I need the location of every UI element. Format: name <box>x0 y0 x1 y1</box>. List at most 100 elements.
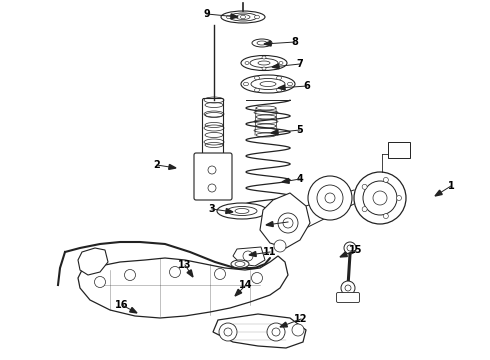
Polygon shape <box>187 270 193 277</box>
Ellipse shape <box>236 14 250 19</box>
Polygon shape <box>435 190 442 196</box>
Polygon shape <box>282 179 289 183</box>
Text: 7: 7 <box>296 59 303 69</box>
Ellipse shape <box>254 76 260 80</box>
Text: 14: 14 <box>239 280 253 290</box>
Circle shape <box>363 181 397 215</box>
Circle shape <box>208 166 216 174</box>
FancyBboxPatch shape <box>337 292 360 302</box>
Text: 16: 16 <box>115 300 129 310</box>
Ellipse shape <box>217 203 267 219</box>
Ellipse shape <box>279 62 283 64</box>
Circle shape <box>208 184 216 192</box>
Circle shape <box>347 245 353 251</box>
Ellipse shape <box>254 15 260 19</box>
Polygon shape <box>260 193 310 248</box>
Circle shape <box>124 270 136 280</box>
Ellipse shape <box>226 15 231 19</box>
Text: 3: 3 <box>209 204 216 214</box>
Circle shape <box>219 323 237 341</box>
Polygon shape <box>169 165 176 169</box>
Text: 4: 4 <box>296 174 303 184</box>
Circle shape <box>251 273 263 284</box>
Ellipse shape <box>244 82 248 86</box>
Ellipse shape <box>251 78 285 90</box>
Circle shape <box>344 242 356 254</box>
Circle shape <box>354 172 406 224</box>
Circle shape <box>283 218 293 228</box>
Text: 1: 1 <box>448 181 454 191</box>
Polygon shape <box>78 248 108 275</box>
Circle shape <box>95 276 105 288</box>
Ellipse shape <box>245 62 249 64</box>
Ellipse shape <box>254 120 278 123</box>
Circle shape <box>345 285 351 291</box>
Circle shape <box>396 195 401 201</box>
Ellipse shape <box>288 82 293 86</box>
FancyBboxPatch shape <box>202 99 223 157</box>
Text: 11: 11 <box>263 247 277 257</box>
Ellipse shape <box>231 260 249 268</box>
Circle shape <box>325 193 335 203</box>
Circle shape <box>243 251 253 261</box>
Circle shape <box>341 281 355 295</box>
Polygon shape <box>231 14 238 19</box>
Circle shape <box>278 213 298 233</box>
Text: 12: 12 <box>294 314 308 324</box>
Circle shape <box>170 266 180 278</box>
Ellipse shape <box>258 61 270 65</box>
Ellipse shape <box>257 41 267 45</box>
Polygon shape <box>340 252 347 257</box>
Ellipse shape <box>252 39 272 47</box>
Ellipse shape <box>262 67 266 70</box>
Circle shape <box>224 328 232 336</box>
Text: 13: 13 <box>178 260 192 270</box>
Ellipse shape <box>254 111 278 114</box>
Circle shape <box>383 213 389 219</box>
Ellipse shape <box>241 55 287 71</box>
Polygon shape <box>213 314 306 348</box>
Ellipse shape <box>276 76 281 80</box>
Ellipse shape <box>276 88 281 92</box>
Circle shape <box>272 328 280 336</box>
Ellipse shape <box>235 261 245 266</box>
Text: 6: 6 <box>304 81 310 91</box>
Ellipse shape <box>256 133 276 137</box>
Circle shape <box>267 323 285 341</box>
Polygon shape <box>280 322 288 327</box>
Ellipse shape <box>227 207 257 216</box>
Ellipse shape <box>229 13 257 21</box>
Circle shape <box>362 207 367 212</box>
Ellipse shape <box>250 59 278 68</box>
Ellipse shape <box>260 81 276 86</box>
Polygon shape <box>233 247 265 266</box>
Polygon shape <box>235 289 242 296</box>
Text: 2: 2 <box>154 160 160 170</box>
Circle shape <box>317 185 343 211</box>
Circle shape <box>362 184 367 189</box>
Circle shape <box>373 191 387 205</box>
Circle shape <box>274 240 286 252</box>
Circle shape <box>308 176 352 220</box>
FancyBboxPatch shape <box>194 153 232 200</box>
Polygon shape <box>226 208 233 213</box>
Polygon shape <box>249 252 256 256</box>
Ellipse shape <box>254 88 260 92</box>
Polygon shape <box>278 85 285 90</box>
Ellipse shape <box>256 106 276 110</box>
Text: 8: 8 <box>292 37 298 47</box>
Ellipse shape <box>235 208 249 213</box>
Text: 10: 10 <box>281 217 295 227</box>
Ellipse shape <box>241 75 295 93</box>
Polygon shape <box>266 221 273 226</box>
Polygon shape <box>264 41 271 46</box>
Text: 5: 5 <box>296 125 303 135</box>
Text: 9: 9 <box>204 9 210 19</box>
Polygon shape <box>271 130 278 135</box>
Polygon shape <box>130 307 137 313</box>
Ellipse shape <box>241 15 245 19</box>
Circle shape <box>383 177 389 183</box>
Ellipse shape <box>256 124 276 128</box>
Circle shape <box>215 269 225 279</box>
Ellipse shape <box>256 115 276 119</box>
